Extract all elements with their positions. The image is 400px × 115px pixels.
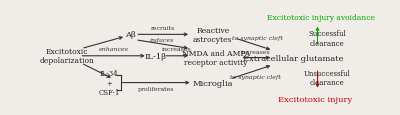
Text: proliferates: proliferates: [138, 87, 174, 92]
Text: increases: increases: [162, 47, 191, 52]
Text: Successful
clearance: Successful clearance: [308, 30, 346, 47]
Text: Excitotoxic
depolarization: Excitotoxic depolarization: [40, 48, 94, 65]
Text: Excitotoxic injury: Excitotoxic injury: [278, 95, 352, 103]
Text: enhances: enhances: [98, 47, 128, 52]
Text: IL-34
+
CSF-1: IL-34 + CSF-1: [98, 70, 120, 96]
Text: NMDA and AMPA
receptor activity: NMDA and AMPA receptor activity: [182, 50, 250, 67]
Text: to synaptic cleft: to synaptic cleft: [230, 74, 281, 79]
Text: increases: increases: [241, 49, 271, 54]
Text: Reactive
astrocytes: Reactive astrocytes: [193, 27, 232, 44]
Text: induces: induces: [149, 38, 174, 43]
Text: Extracellular glutamate: Extracellular glutamate: [243, 54, 344, 62]
Text: IL-1β: IL-1β: [144, 52, 166, 60]
Text: recruits: recruits: [151, 26, 175, 30]
Text: Unsuccessful
clearance: Unsuccessful clearance: [304, 69, 351, 86]
Text: Excitotoxic injury avoidance: Excitotoxic injury avoidance: [267, 14, 375, 22]
Text: to synaptic cleft: to synaptic cleft: [232, 35, 282, 40]
Text: Aβ: Aβ: [125, 31, 136, 39]
Text: Microglia: Microglia: [192, 79, 233, 87]
